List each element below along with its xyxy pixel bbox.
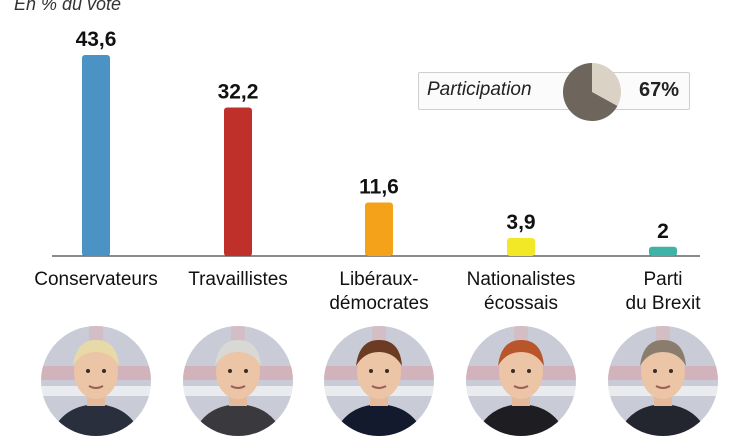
bar-5: [649, 246, 677, 256]
liberaux-democrates-leader-photo: [324, 326, 434, 436]
category-label-3-line-1: Libéraux-: [339, 269, 418, 290]
category-label-5-line-1: Parti: [643, 269, 682, 290]
category-label-5-line-2: du Brexit: [626, 293, 702, 314]
bar-value-label-2: 32,2: [218, 81, 259, 104]
category-label-2: Travaillistes: [188, 269, 288, 290]
participation-label: Participation: [427, 79, 532, 100]
parti-du-brexit-leader-photo: [608, 326, 718, 436]
category-label-4-line-1: Nationalistes: [467, 269, 576, 290]
bar-value-label-1: 43,6: [76, 28, 117, 51]
conservateurs-leader-photo: [41, 326, 151, 436]
category-label-3-line-2: démocrates: [329, 293, 428, 314]
bar-2: [224, 107, 252, 256]
category-label-1: Conservateurs: [34, 269, 158, 290]
bar-3: [365, 202, 393, 256]
bar-1: [82, 55, 110, 256]
participation-value: 67%: [638, 79, 679, 101]
bar-chart: 43,6 Conservateurs 32,2 Travaillistes 11,6 Li…: [34, 28, 702, 314]
chart-subtitle: En % du vote: [14, 0, 122, 14]
bar-value-label-4: 3,9: [506, 211, 535, 234]
participation-pie: [563, 63, 621, 121]
pie-slice-participation: [563, 63, 618, 121]
nationalistes-ecossais-leader-photo: [466, 326, 576, 436]
bar-4: [507, 238, 535, 256]
leader-portraits: [0, 326, 749, 436]
participation-box: Participation 67%: [418, 72, 690, 110]
travaillistes-leader-photo: [183, 326, 293, 436]
bar-value-label-5: 2: [657, 220, 669, 243]
bar-value-label-3: 11,6: [359, 176, 399, 199]
category-label-4-line-2: écossais: [484, 293, 558, 314]
